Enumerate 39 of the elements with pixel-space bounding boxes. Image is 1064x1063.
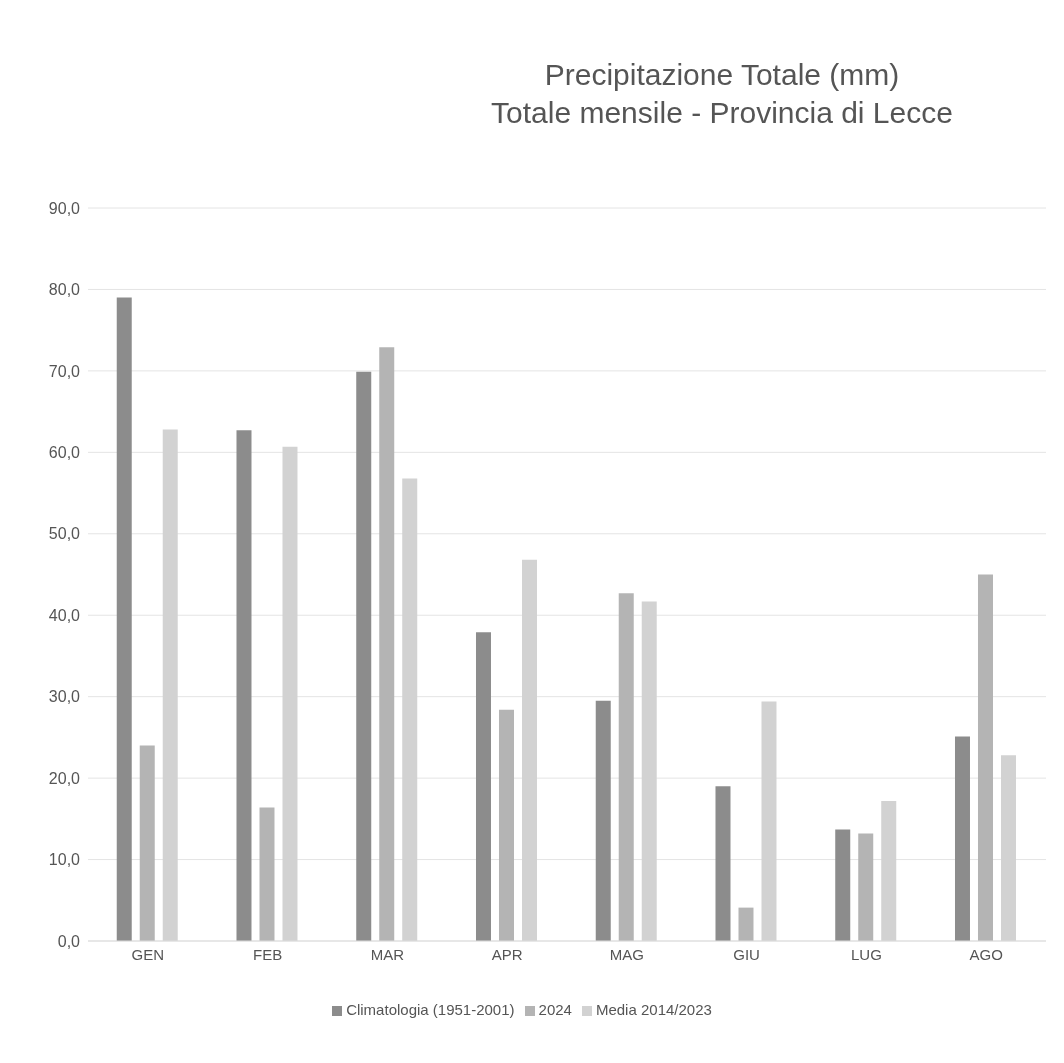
bar — [738, 907, 754, 941]
y-tick-label: 20,0 — [48, 769, 81, 787]
x-tick-label: MAR — [370, 945, 405, 963]
y-tick-label: 80,0 — [48, 281, 81, 299]
y-tick-label: 10,0 — [48, 851, 81, 869]
legend-label: 2024 — [538, 1001, 572, 1018]
bar — [954, 736, 970, 941]
y-tick-label: 40,0 — [48, 606, 81, 624]
legend-label: Climatologia (1951-2001) — [346, 1001, 515, 1018]
y-tick-label: 90,0 — [48, 199, 81, 217]
y-tick-label: 50,0 — [48, 525, 81, 543]
bar — [977, 574, 993, 941]
bar — [475, 632, 491, 941]
x-tick-label: APR — [491, 945, 523, 963]
bar — [618, 593, 634, 941]
x-tick-label: GEN — [131, 945, 165, 963]
bar — [139, 745, 155, 941]
chart-subtitle: Totale mensile - Provincia di Lecce — [490, 96, 954, 130]
bar — [715, 786, 731, 941]
y-tick-label: 60,0 — [48, 444, 81, 462]
bar — [259, 807, 275, 941]
y-tick-label: 70,0 — [48, 362, 81, 380]
legend-label: Media 2014/2023 — [595, 1001, 712, 1018]
chart-title: Precipitazione Totale (mm) — [543, 58, 901, 92]
bar — [236, 430, 252, 941]
bar — [116, 297, 132, 941]
bar — [858, 833, 874, 941]
bar — [595, 700, 611, 941]
x-tick-label: GIU — [733, 945, 760, 963]
x-tick-label: FEB — [253, 945, 283, 963]
x-tick-label: MAG — [609, 945, 644, 963]
y-tick-label: 30,0 — [48, 688, 81, 706]
bar — [835, 829, 851, 941]
bar — [356, 371, 372, 941]
x-tick-label: AGO — [969, 945, 1003, 963]
x-tick-label: LUG — [850, 945, 882, 963]
y-tick-label: 0,0 — [57, 932, 81, 950]
bar — [498, 709, 514, 941]
bar — [379, 347, 395, 941]
